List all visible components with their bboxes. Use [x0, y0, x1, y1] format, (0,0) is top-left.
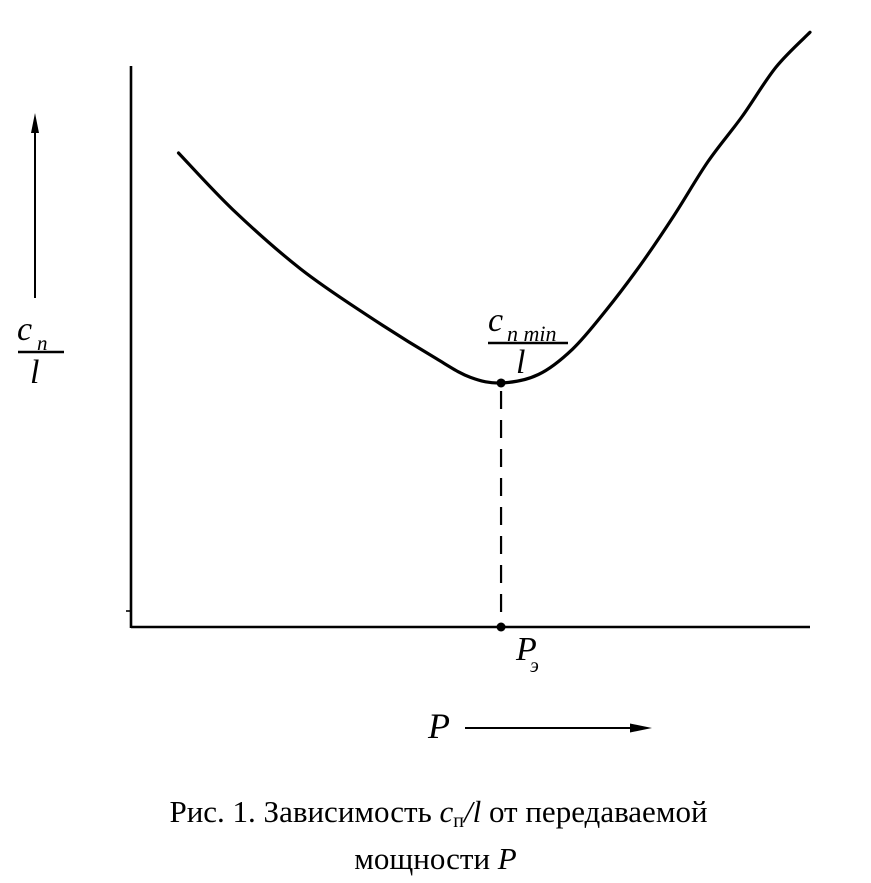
y-label-denominator: l: [30, 354, 39, 391]
caption-slash-l: /l: [463, 794, 482, 829]
y-label-numerator: c: [17, 311, 32, 348]
minimum-label-numerator: c: [488, 302, 503, 339]
caption-c: c: [439, 794, 454, 829]
caption-suffix: от передаваемой: [481, 794, 708, 829]
x-label-arrow-head: [630, 723, 652, 733]
series-curve: [176, 30, 812, 385]
x-tick-label-sub: э: [530, 655, 539, 677]
figure-caption: Рис. 1. Зависимость cп/l от передаваемой…: [0, 793, 871, 878]
caption-line-1: Рис. 1. Зависимость cп/l от передаваемой: [0, 793, 871, 840]
y-label-numerator-sub: п: [37, 331, 48, 355]
x-tick-label-pe: P э: [515, 631, 539, 677]
caption-line-2: мощности P: [0, 840, 871, 878]
minimum-point-marker: [496, 378, 506, 388]
x-tick-label-main: P: [515, 631, 537, 668]
y-label-arrow-head: [31, 113, 39, 133]
caption-var-p: P: [497, 841, 517, 876]
minimum-label: c п min l: [488, 302, 568, 381]
y-axis-label: c п l: [17, 311, 64, 391]
x-axis-point-marker: [496, 622, 506, 632]
caption-c-sub: п: [453, 810, 464, 832]
caption-prefix: Рис. 1. Зависимость: [169, 794, 440, 829]
minimum-label-denominator: l: [516, 344, 525, 381]
caption-line2-prefix: мощности: [354, 841, 498, 876]
x-axis-label: P: [427, 706, 450, 746]
